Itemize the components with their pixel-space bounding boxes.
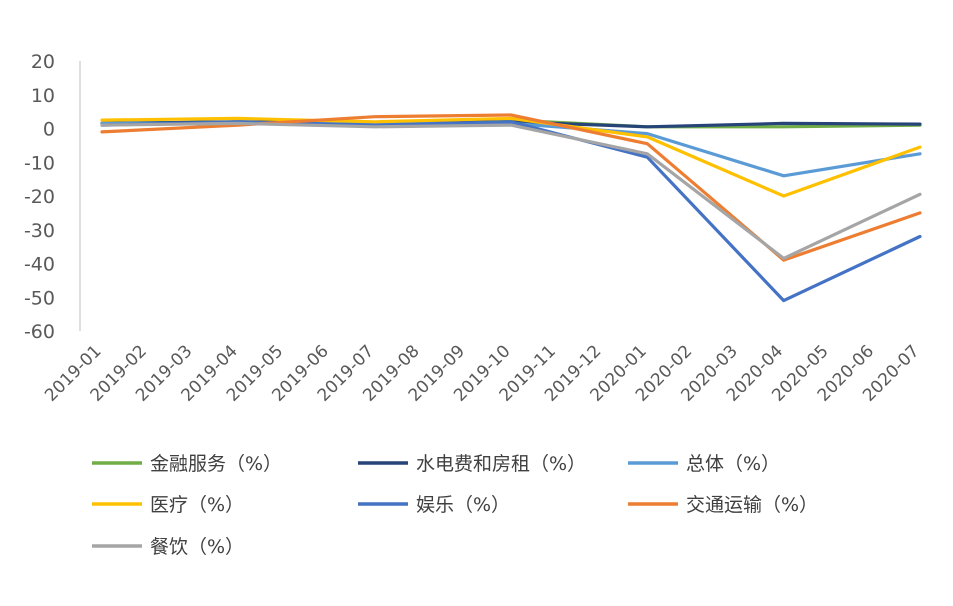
y-tick-label: -20 <box>24 186 55 208</box>
y-tick-label: -50 <box>24 287 55 309</box>
y-tick-label: -60 <box>24 321 55 343</box>
y-tick-label: 0 <box>43 119 55 141</box>
x-axis: 2019-012019-022019-032019-042019-052019-… <box>41 341 923 405</box>
series-line-6 <box>100 121 922 260</box>
legend-label: 娱乐（%） <box>416 494 510 516</box>
y-tick-label: -40 <box>24 254 55 276</box>
series-line-4 <box>100 120 922 303</box>
y-axis: 20 10 0 -10 -20 -30 -40 -50 -60 <box>24 51 81 343</box>
legend-label: 医疗（%） <box>150 494 244 516</box>
y-tick-label: -30 <box>24 220 55 242</box>
y-tick-label: -10 <box>24 152 55 174</box>
series-layer <box>100 113 922 303</box>
series-line-3 <box>100 116 922 198</box>
legend-label: 金融服务（%） <box>150 453 282 475</box>
legend-label: 交通运输（%） <box>686 494 818 516</box>
legend-label: 餐饮（%） <box>150 536 244 558</box>
y-tick-label: 10 <box>31 85 55 107</box>
legend-label: 总体（%） <box>686 453 780 475</box>
series-line-2 <box>100 121 922 178</box>
legend-label: 水电费和房租（%） <box>416 453 586 475</box>
legend: 金融服务（%） 水电费和房租（%） 总体（%） 医疗（%） 娱乐（%） 交通运输（%） 餐饮… <box>92 453 818 558</box>
y-tick-label: 20 <box>31 51 55 73</box>
series-line-5 <box>100 113 922 262</box>
